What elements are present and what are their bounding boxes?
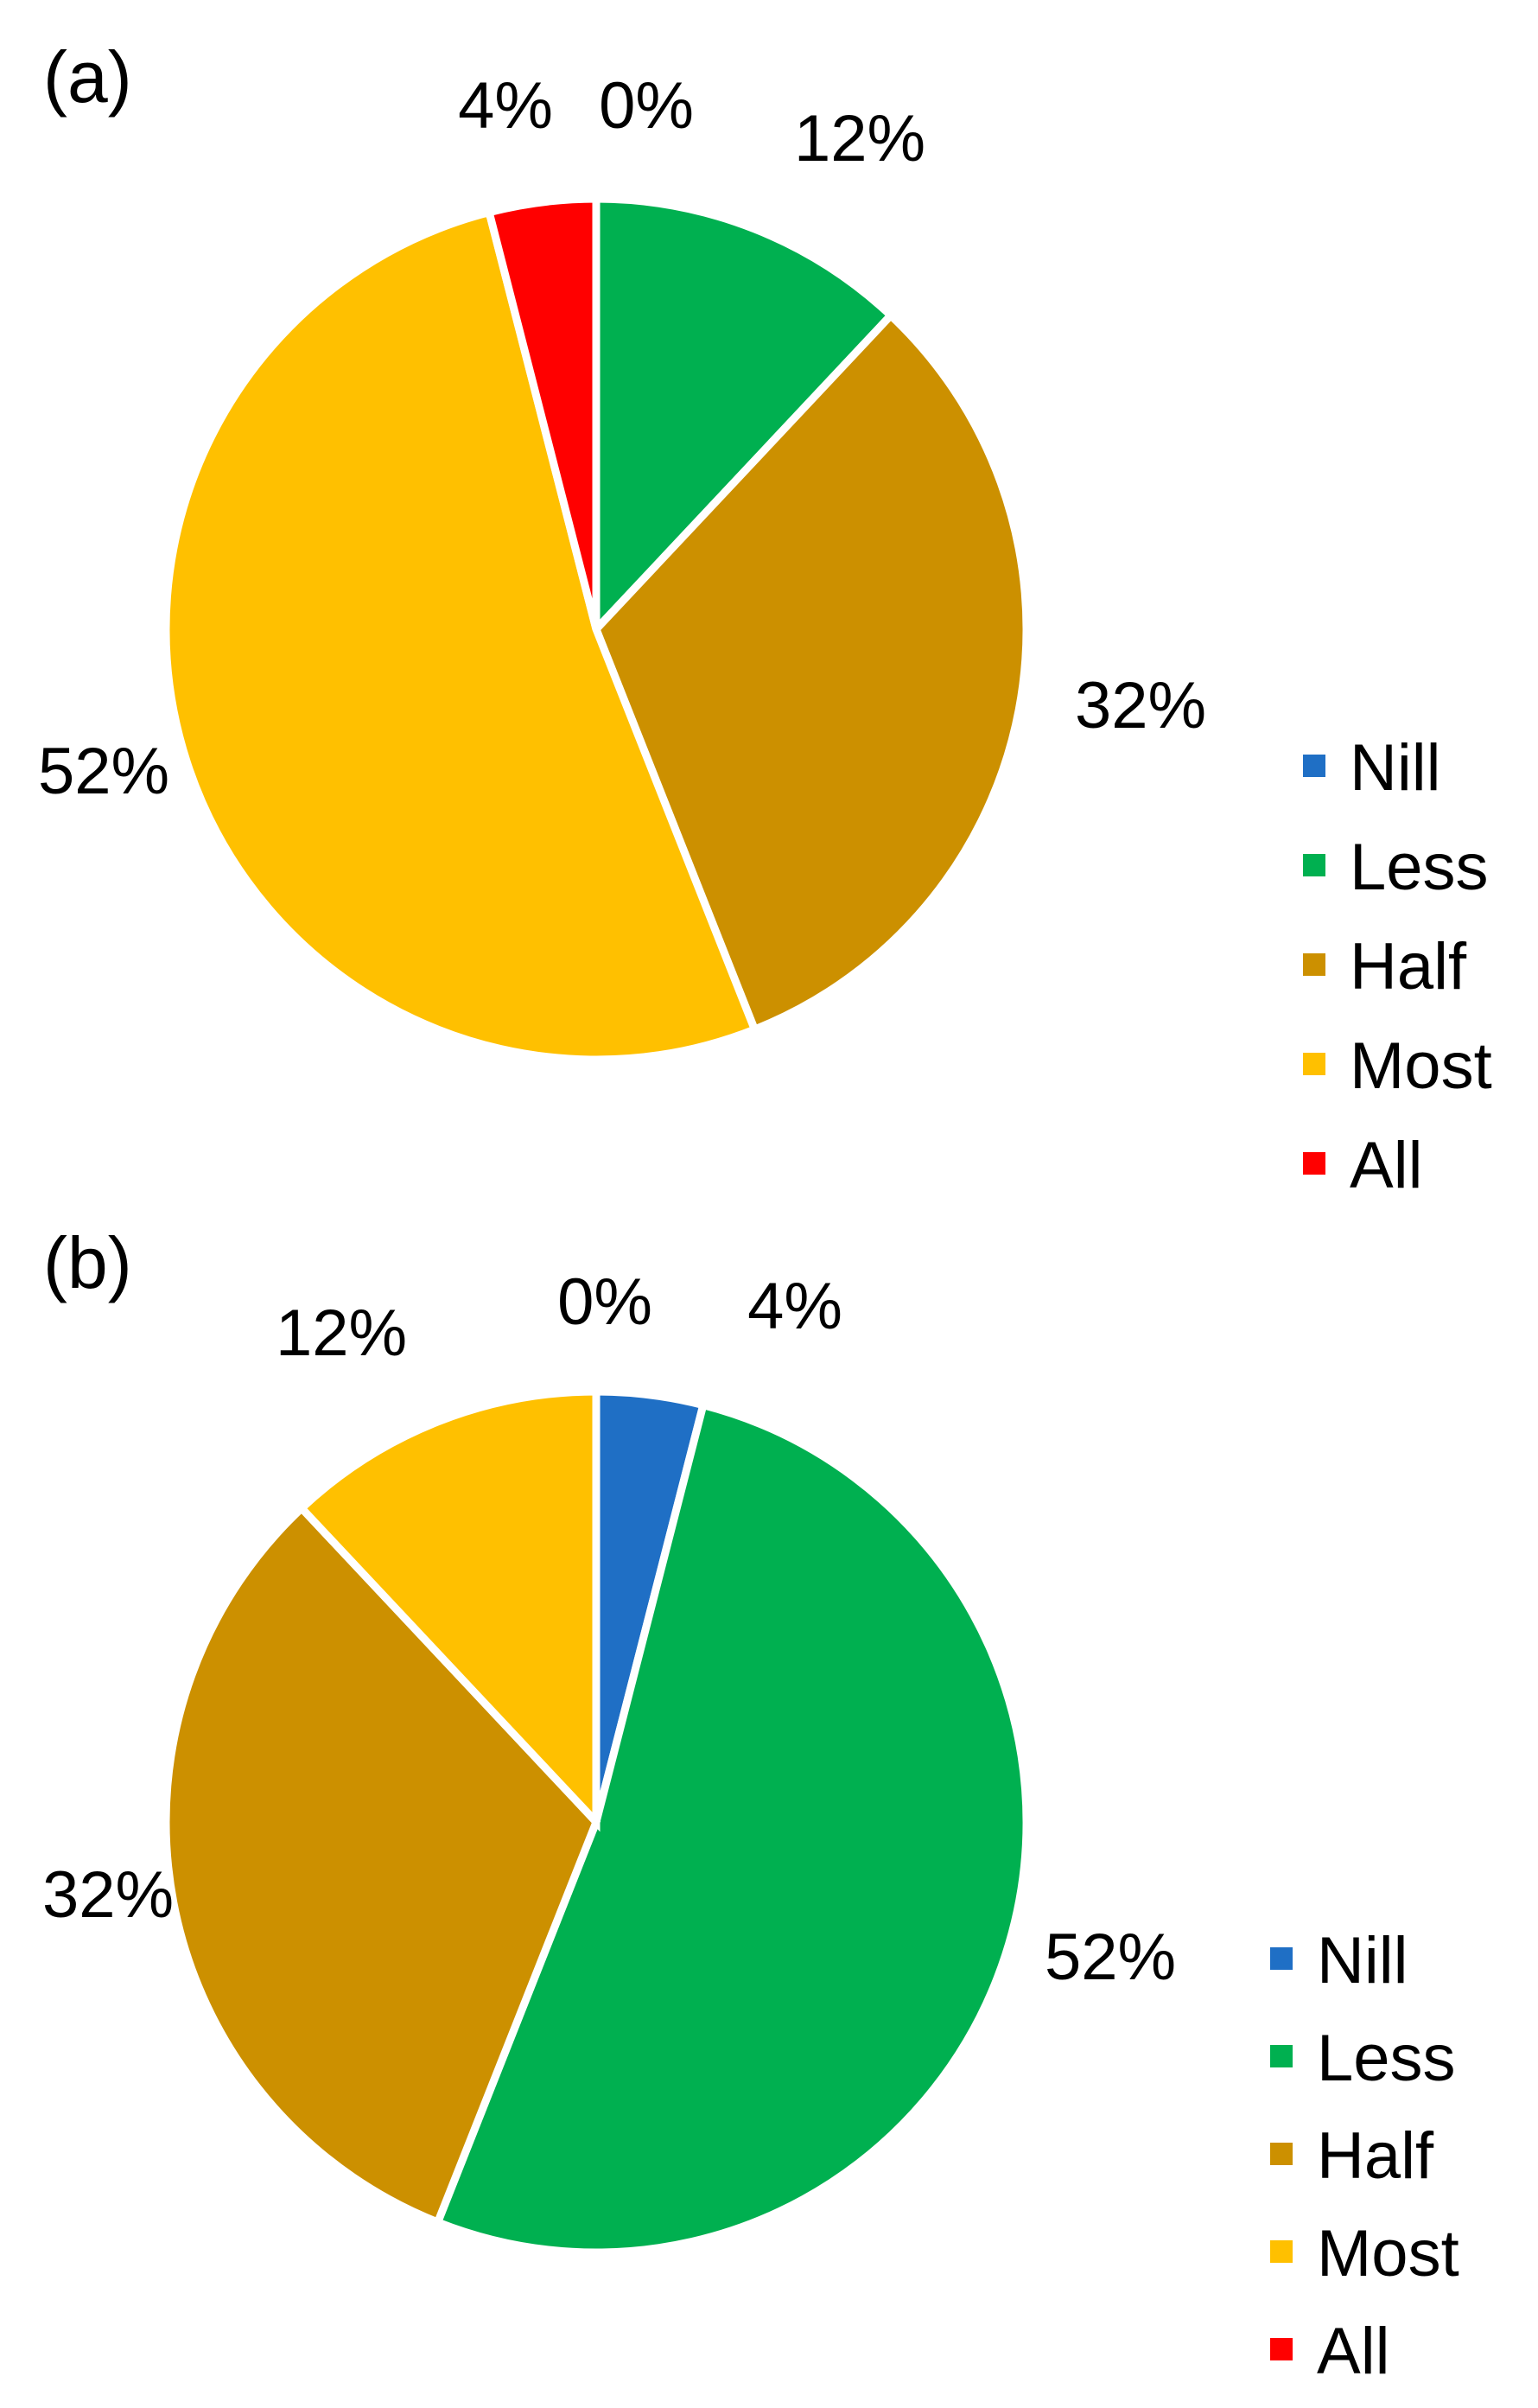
legend-label-all: All: [1350, 1129, 1422, 1202]
pie-b-data-labels: 4% 52% 32% 12% 0%: [42, 1265, 1176, 1994]
pie-a-data-labels: 0% 12% 32% 52% 4%: [38, 69, 1206, 808]
data-label-less: 52%: [1045, 1921, 1176, 1994]
data-label-most: 12%: [276, 1296, 407, 1370]
slice-half: [162, 1502, 601, 2227]
legend-swatch-nill: [1303, 755, 1325, 777]
panel-label-a: (a): [43, 36, 132, 118]
legend-label-nill: Nill: [1317, 1924, 1408, 1997]
legend-label-less: Less: [1317, 2022, 1456, 2095]
legend-label-most: Most: [1317, 2217, 1459, 2290]
slice-most: [162, 207, 760, 1064]
legend-swatch-all: [1303, 1152, 1325, 1175]
legend-label-less: Less: [1350, 831, 1489, 904]
pie-chart-b: (b) 4% 52% 32% 12% 0% Nill Less Half Most All: [42, 1222, 1459, 2388]
legend-swatch-less: [1270, 2045, 1293, 2067]
data-label-nill: 4%: [747, 1270, 842, 1343]
slice-less: [432, 1400, 1031, 2257]
data-label-nill: 0%: [599, 69, 694, 143]
legend-label-most: Most: [1350, 1029, 1492, 1103]
legend-swatch-all: [1270, 2338, 1293, 2360]
legend-label-nill: Nill: [1350, 731, 1441, 805]
data-label-less: 12%: [794, 102, 925, 175]
data-label-half: 32%: [42, 1858, 174, 1932]
data-label-all: 0%: [557, 1265, 652, 1339]
pie-b-slices: [162, 1387, 1031, 2257]
data-label-most: 52%: [38, 735, 169, 808]
legend-swatch-nill: [1270, 1947, 1293, 1970]
pie-a-slices: [162, 194, 1031, 1064]
panel-label-b: (b): [43, 1222, 132, 1303]
pie-chart-a: (a) 0% 12% 32% 52% 4% Nill Less Half Most All: [38, 36, 1492, 1202]
legend-a: Nill Less Half Most All: [1303, 731, 1492, 1202]
slice-all: [484, 194, 601, 631]
slice-less: [592, 194, 897, 640]
slice-most: [296, 1387, 601, 1832]
legend-label-half: Half: [1350, 930, 1467, 1003]
legend-swatch-less: [1303, 854, 1325, 876]
slice-half: [591, 309, 1031, 1035]
legend-swatch-half: [1303, 953, 1325, 976]
legend-swatch-half: [1270, 2143, 1293, 2165]
legend-label-half: Half: [1317, 2119, 1434, 2193]
legend-swatch-most: [1270, 2240, 1293, 2263]
legend-swatch-most: [1303, 1053, 1325, 1075]
data-label-all: 4%: [458, 69, 553, 143]
legend-b: Nill Less Half Most All: [1270, 1924, 1459, 2388]
data-label-half: 32%: [1075, 669, 1206, 742]
legend-label-all: All: [1317, 2315, 1389, 2388]
